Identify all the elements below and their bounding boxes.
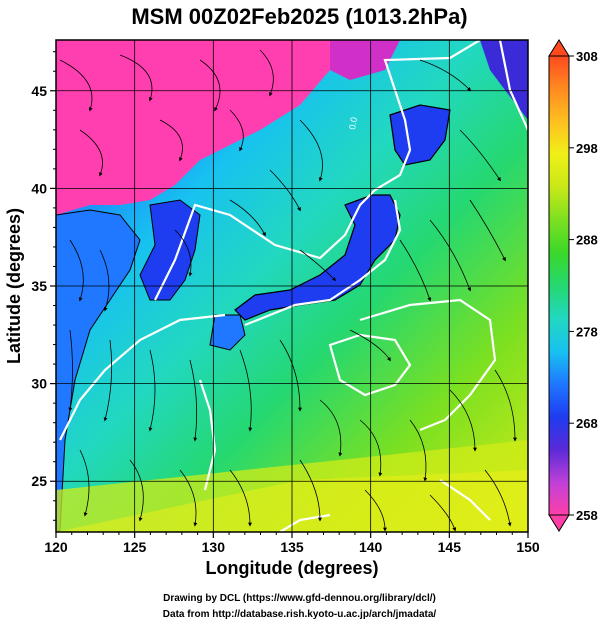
credit-line-drawing: Drawing by DCL (https://www.gfd-dennou.o… bbox=[163, 593, 436, 604]
contour-north bbox=[498, 40, 528, 131]
contour-se bbox=[439, 479, 491, 521]
x-tick-label: 135 bbox=[280, 539, 304, 555]
x-axis-ticks: 120 125 130 135 140 145 150 bbox=[44, 532, 540, 555]
sakhalin-region bbox=[480, 40, 528, 120]
contour-south bbox=[59, 313, 226, 441]
colorbar-max-arrow bbox=[548, 39, 570, 57]
colorbar-scale bbox=[548, 55, 570, 516]
colorbar-tick-label: 258 bbox=[576, 508, 598, 523]
graticule bbox=[56, 40, 528, 532]
honshu-land bbox=[234, 194, 401, 321]
korea-land bbox=[139, 199, 201, 301]
y-tick-label: 35 bbox=[31, 278, 47, 294]
streamlines bbox=[59, 49, 517, 532]
colorbar-tick-label: 278 bbox=[576, 324, 598, 339]
colorbar-tick-label: 288 bbox=[576, 233, 598, 248]
x-tick-label: 145 bbox=[438, 539, 462, 555]
y-tick-label: 45 bbox=[31, 83, 47, 99]
colorbar: 308 298 288 278 268 258 bbox=[548, 39, 598, 532]
contour-zero bbox=[154, 40, 481, 301]
colorbar-tick-label: 298 bbox=[576, 141, 598, 156]
credit-line-data: Data from http://database.rish.kyoto-u.a… bbox=[162, 609, 437, 620]
x-axis-label: Longitude (degrees) bbox=[205, 558, 378, 578]
colorbar-tick-label: 308 bbox=[576, 49, 598, 64]
contour-label-zero: 0.0 bbox=[347, 116, 359, 130]
y-tick-label: 25 bbox=[31, 473, 47, 489]
y-tick-label: 40 bbox=[31, 180, 47, 196]
map-plot-area: 0.0 bbox=[56, 40, 528, 532]
colorbar-min-arrow bbox=[548, 514, 570, 532]
colorbar-ticks: 308 298 288 278 268 258 bbox=[569, 49, 598, 523]
colorbar-tick-label: 268 bbox=[576, 416, 598, 431]
x-tick-label: 125 bbox=[123, 539, 147, 555]
continent-cold-region bbox=[56, 40, 330, 215]
x-tick-label: 150 bbox=[516, 539, 540, 555]
chart-title: MSM 00Z02Feb2025 (1013.2hPa) bbox=[131, 4, 468, 29]
contour-loop bbox=[328, 333, 412, 397]
credits: Drawing by DCL (https://www.gfd-dennou.o… bbox=[0, 591, 599, 623]
y-tick-label: 30 bbox=[31, 376, 47, 392]
contour-sw bbox=[198, 379, 217, 491]
x-tick-label: 130 bbox=[202, 539, 226, 555]
y-axis-ticks: 25 30 35 40 45 bbox=[31, 51, 56, 521]
contour-zero-japan bbox=[244, 199, 402, 327]
kyushu-land bbox=[209, 314, 246, 351]
x-tick-label: 140 bbox=[359, 539, 383, 555]
continent-cold-region-2 bbox=[330, 40, 400, 80]
x-tick-label: 120 bbox=[44, 539, 68, 555]
y-axis-label: Latitude (degrees) bbox=[4, 208, 24, 364]
